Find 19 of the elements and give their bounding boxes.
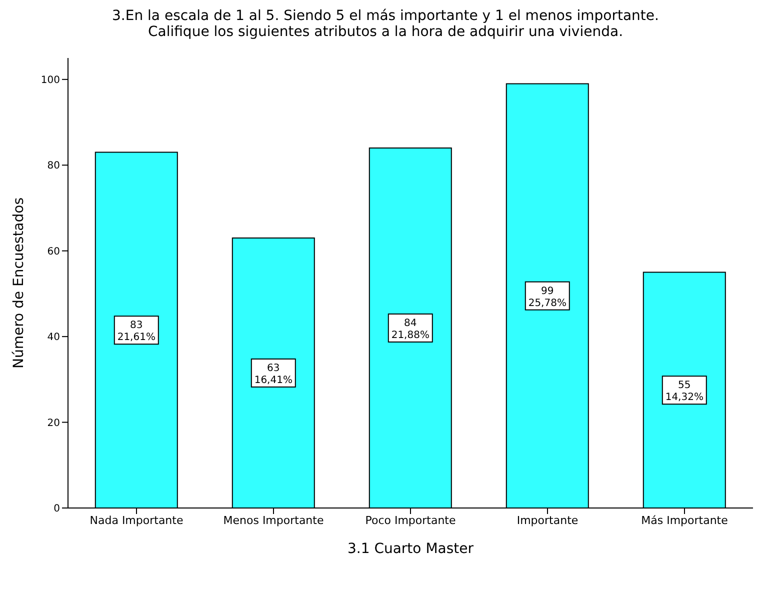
y-tick-label: 60 <box>47 246 60 258</box>
chart-title: 3.En la escala de 1 al 5. Siendo 5 el más importante y 1 el menos importante. Califique los siguientes atributos a la hora de adquirir una vivienda. <box>111 8 660 40</box>
x-tick-label: Más Importante <box>641 514 728 527</box>
data-label: 63 16,41% <box>254 363 292 386</box>
y-tick-label: 20 <box>47 418 60 429</box>
data-label: 83 21,61% <box>117 320 156 344</box>
x-tick-label: Nada Importante <box>90 514 184 527</box>
x-tick-label: Poco Importante <box>365 514 456 527</box>
y-tick-label: 100 <box>40 74 60 86</box>
x-tick-label: Importante <box>516 514 578 527</box>
data-label: 84 21,88% <box>391 318 430 341</box>
x-tick-label: Menos Importante <box>223 514 324 527</box>
data-label: 99 25,78% <box>528 286 566 309</box>
y-tick-label: 80 <box>47 160 60 172</box>
y-tick-label: 40 <box>47 332 60 344</box>
data-label: 55 14,32% <box>665 380 704 404</box>
y-axis-title: Número de Encuestados <box>10 197 27 369</box>
x-axis-title: 3.1 Cuarto Master <box>347 541 474 557</box>
y-tick-label: 0 <box>54 504 60 515</box>
